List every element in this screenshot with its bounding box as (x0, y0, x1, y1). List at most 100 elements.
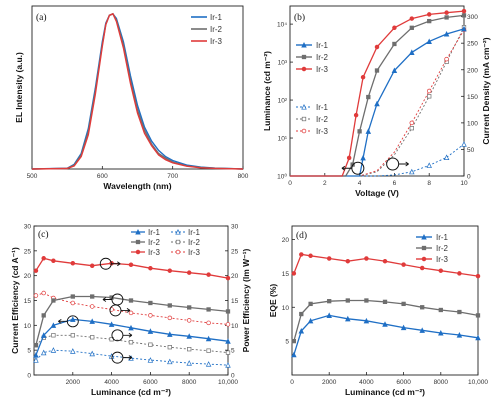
panel-c-ce-marker (167, 331, 173, 337)
panel-b-current-marker (444, 56, 449, 62)
panel-c-ce-marker (89, 263, 95, 268)
panel-c-xtick-label: 2000 (66, 379, 81, 386)
panel-c-ce-ir-3 (35, 257, 229, 279)
panel-d-marker (345, 298, 350, 303)
panel-b-ylabel: Luminance (cd m⁻²) (262, 51, 272, 131)
panel-d-xtick-label: 10,000 (468, 379, 488, 386)
panel-b-luminance-marker (360, 154, 366, 161)
panel-a-xtick-label: 600 (97, 173, 108, 180)
panel-b-luminance-marker (374, 100, 380, 107)
panel-b-ytick-right-label: 200 (467, 67, 478, 74)
panel-d-marker (291, 271, 297, 276)
panel-c-xtick-label: 4000 (104, 379, 119, 386)
panel-c-ce-marker (70, 294, 75, 299)
panel-b-luminance-marker (392, 25, 397, 31)
panel-d-ytick-label: 5 (285, 339, 289, 346)
panel-b-luminance-marker (357, 129, 362, 134)
panel-c-ce-marker (51, 298, 56, 303)
panel-b-ytick-label: 10⁴ (277, 22, 287, 29)
panel-c-ce-marker (40, 332, 47, 338)
panel-c-pe-ir-1 (35, 349, 229, 366)
panel-b-xtick-label: 8 (427, 180, 431, 187)
panel-d-marker (326, 256, 332, 261)
panel-c-arrow (122, 332, 133, 338)
panel-c-ytick-right-label: 10 (231, 323, 239, 330)
panel-c-pe-marker (70, 333, 75, 338)
panel-c-ce-marker (41, 313, 46, 318)
panel-c-legend-label: Ir-1 (188, 228, 201, 237)
panel-a-label: (a) (36, 12, 47, 23)
panel-b-luminance-ir-2 (290, 14, 465, 177)
panel-c-ytick-right-label: 30 (231, 224, 239, 231)
panel-c-xlabel: Luminance (cd m⁻²) (91, 387, 171, 397)
panel-c-pe-marker (187, 347, 192, 352)
panel-b-luminance-marker (427, 18, 432, 24)
panel-b-legend-marker (301, 42, 307, 48)
panel-d-marker (364, 256, 369, 261)
panel-a-series-ir-3 (31, 12, 244, 170)
panel-c-pe-marker (41, 290, 46, 296)
panel-b-xtick-label: 2 (323, 180, 327, 187)
panel-b-legend-label: Ir-1 (316, 41, 329, 50)
panel-d-marker (438, 330, 444, 336)
panel-c-ce-marker (187, 305, 192, 310)
panel-c-ytick-label: 25 (24, 248, 32, 255)
panel-a-legend-label: Ir-1 (210, 13, 223, 22)
panel-b-current-ir-3 (290, 29, 465, 177)
panel-b-ytick-label: 10⁰ (277, 173, 287, 181)
panel-d-marker (382, 321, 388, 327)
panel-c-ce-marker (225, 275, 231, 281)
panel-c-ce-marker (148, 265, 153, 271)
panel-d-xlabel: Luminance (cd m⁻²) (345, 387, 425, 397)
panel-d-marker (419, 265, 425, 271)
panel-c-ce-ir-1 (35, 318, 229, 356)
panel-c-ytick-label: 20 (24, 273, 32, 280)
panel-c-ce-marker (147, 328, 154, 334)
panel-d-legend-marker (421, 234, 427, 240)
panel-d-marker (382, 299, 388, 305)
panel-c-legend-label: Ir-3 (188, 248, 201, 257)
panel-b-current-marker (461, 141, 467, 147)
panel-b-legend-marker (301, 128, 307, 134)
panel-b-luminance-ir-3 (290, 10, 465, 177)
panel-c-xtick-label: 10,000 (218, 379, 238, 386)
panel-c-ce-marker (206, 272, 211, 277)
panel-c-pe-marker (225, 362, 231, 368)
panel-a-legend-label: Ir-2 (210, 25, 223, 34)
panel-b-ytick-right-label: 50 (467, 147, 475, 154)
panel-d-marker (475, 313, 481, 318)
panel-d-marker (400, 324, 407, 331)
panel-c-ce-marker (205, 335, 212, 342)
panel-c-xtick-label: 8000 (182, 379, 197, 386)
panel-c-arrow (111, 261, 121, 267)
panel-d-xtick-label: 2000 (322, 379, 337, 386)
panel-b-arrow-left (341, 165, 352, 171)
panel-c-label: (c) (38, 229, 49, 240)
panel-b-ytick-label: 10¹ (278, 136, 288, 143)
panel-d-ylabel: EQE (%) (268, 284, 278, 318)
panel-b-luminance-marker (409, 49, 415, 55)
panel-c-pe-marker (33, 293, 39, 298)
panel-b-arrow-right (398, 161, 409, 167)
panel-c-ce-marker (225, 309, 231, 314)
panel-c-pe-marker (206, 320, 211, 326)
panel-d-marker (326, 312, 332, 318)
panel-b-ylabel-right: Current Density (mA cm⁻²) (481, 37, 491, 144)
panel-c-xtick-label: 6000 (143, 379, 158, 386)
panel-c-legend-label: Ir-1 (148, 228, 161, 237)
panel-c-pe-marker (51, 333, 56, 338)
panel-b-xtick-label: 10 (460, 180, 468, 187)
panel-b-legend-label: Ir-1 (316, 103, 329, 112)
panel-c-legend-marker (175, 249, 181, 255)
panel-d-marker (299, 311, 304, 317)
panel-c-arrow (102, 297, 112, 302)
panel-d-ytick-label: 15 (282, 271, 290, 278)
panel-c-ylabel: Current Efficiency (cd A⁻¹) (10, 247, 20, 354)
panel-c-ce-marker (167, 303, 172, 308)
panel-c-ce-marker (186, 270, 192, 275)
panel-c-pe-marker (128, 310, 134, 316)
panel-d-marker (438, 307, 443, 313)
panel-d-marker (438, 268, 444, 273)
panel-b-current-marker (409, 126, 414, 131)
